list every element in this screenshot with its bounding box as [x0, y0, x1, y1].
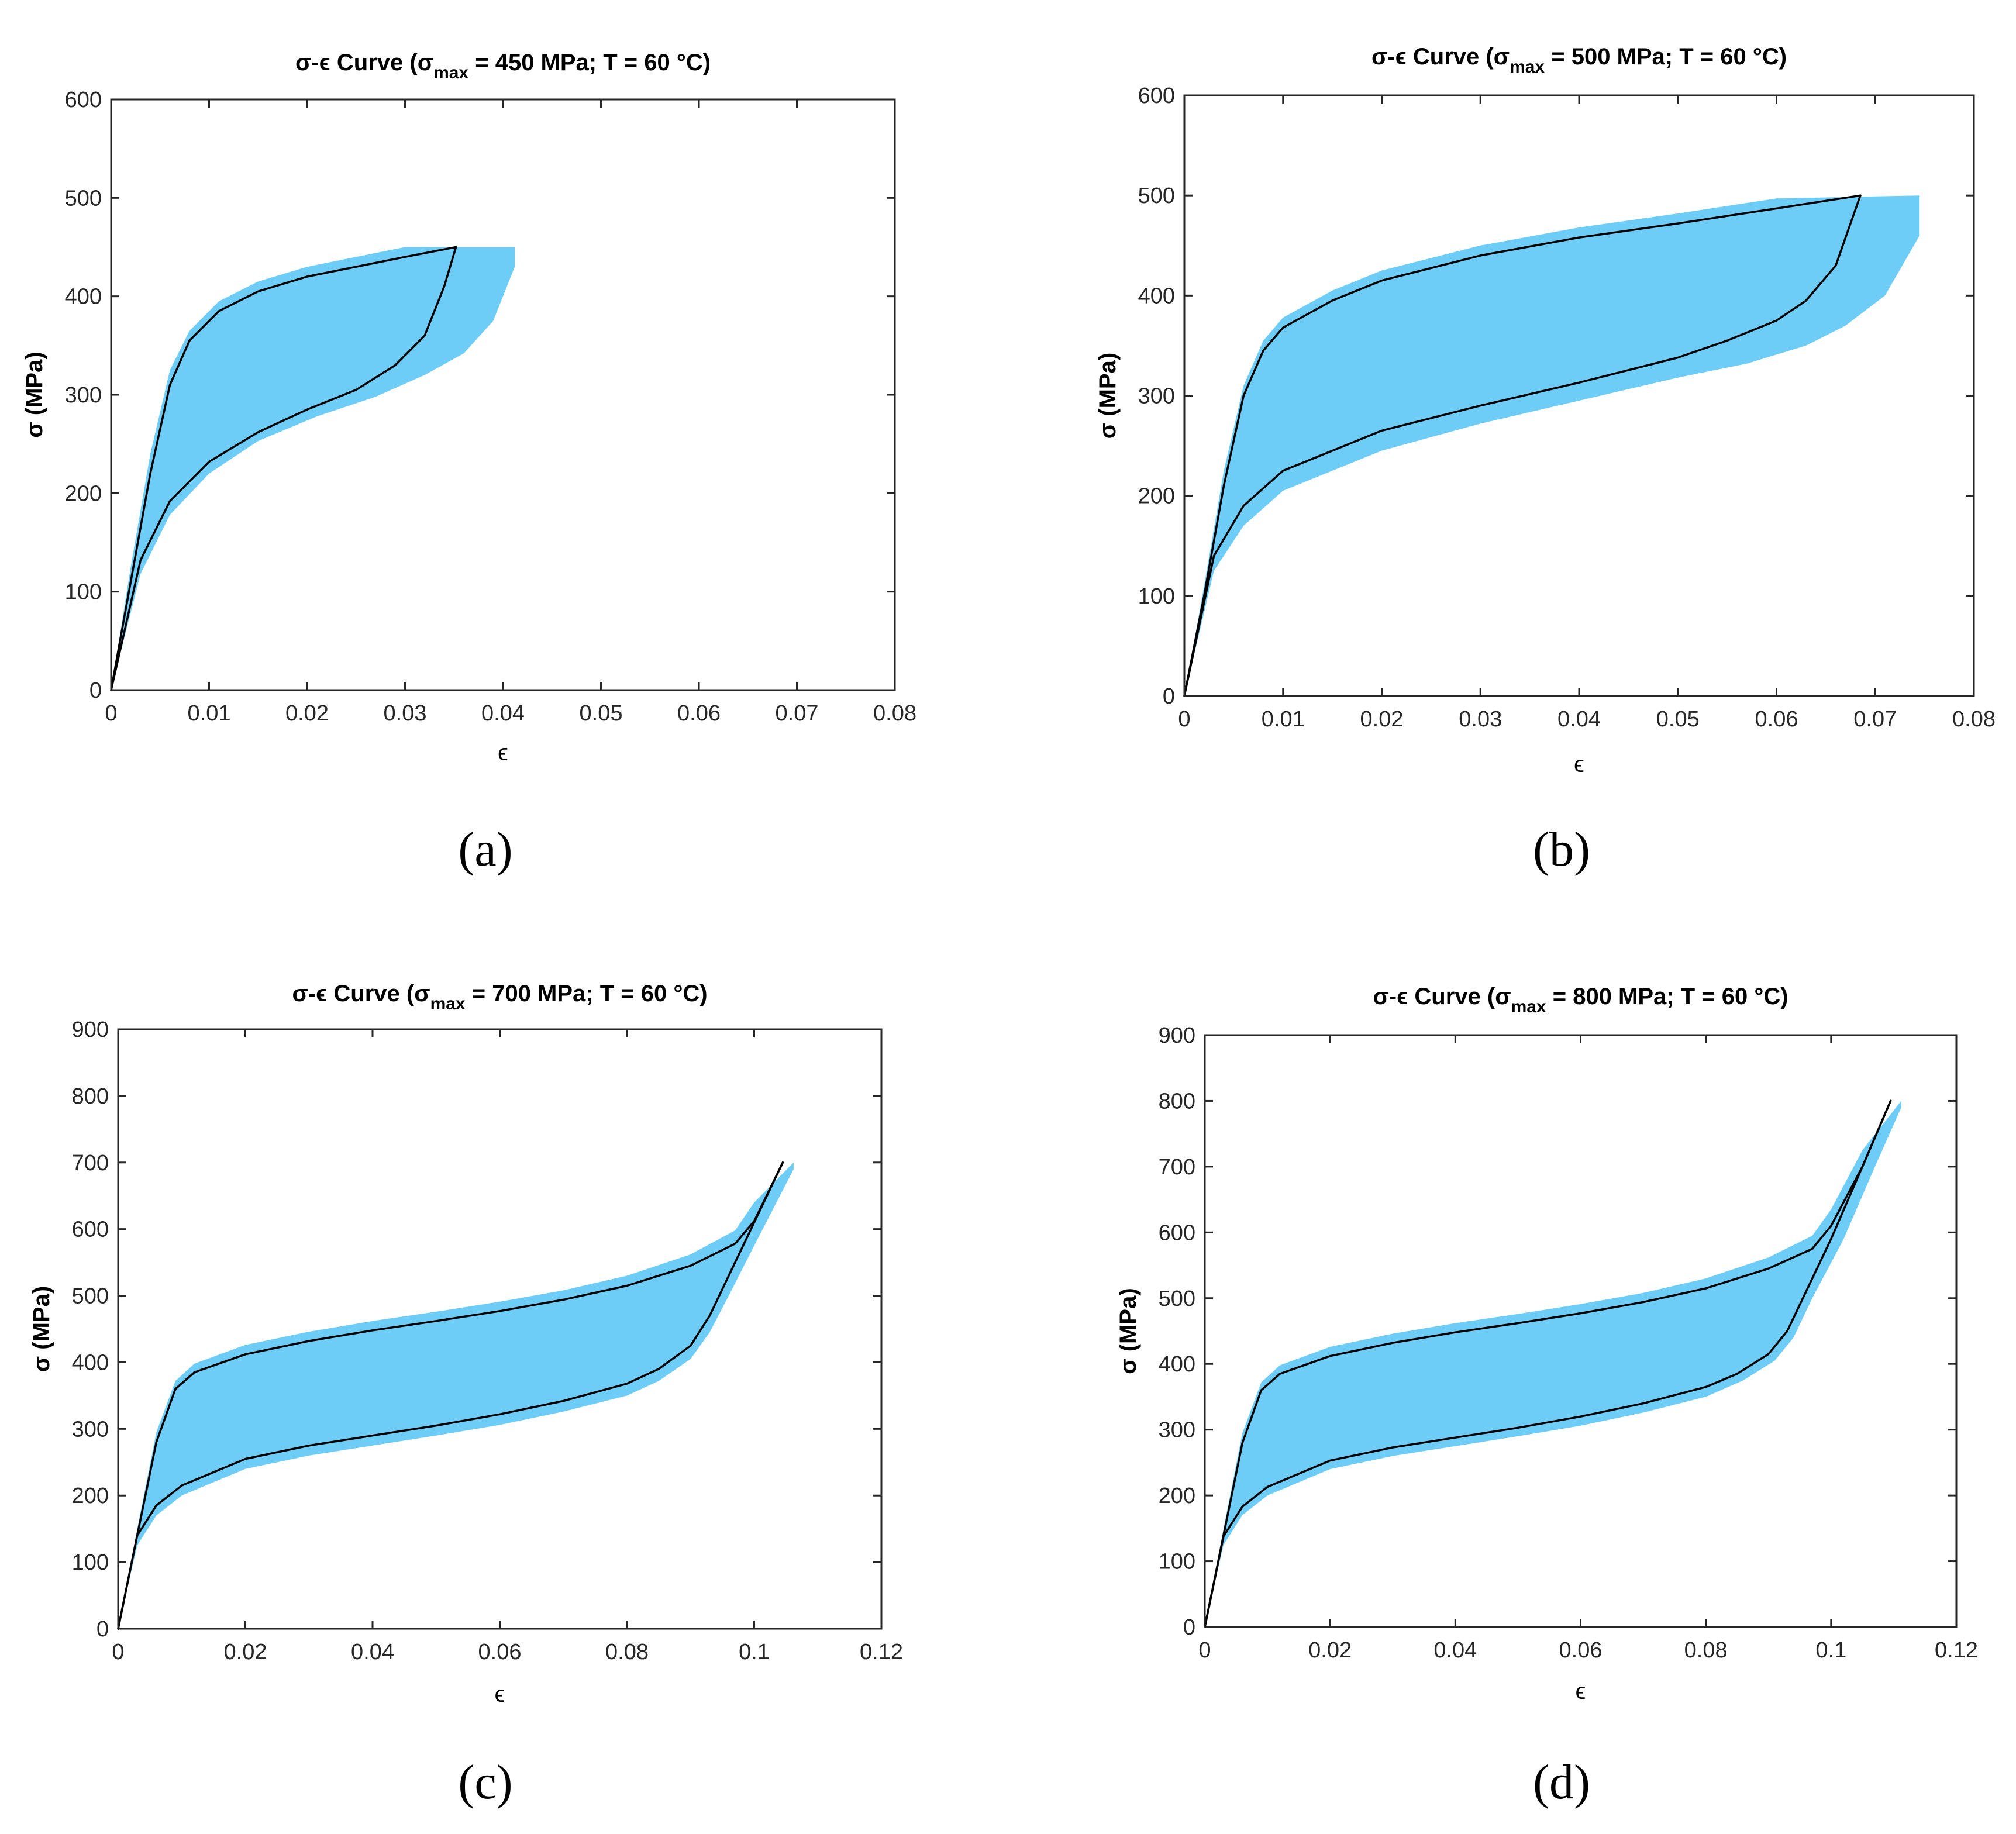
- panel-b-uncertainty-band: [1184, 195, 1920, 696]
- panel-b-x-axis-label: ϵ: [1574, 751, 1584, 777]
- panel-a-x-tick-label: 0.02: [285, 701, 329, 726]
- panel-d-x-axis-label: ϵ: [1576, 1678, 1586, 1704]
- panel-a-unloading-curve: [110, 246, 457, 691]
- panel-a-x-tick-label: 0.05: [580, 701, 623, 726]
- panel-c-x-tick-label: 0.02: [224, 1640, 267, 1664]
- panel-c-x-tick-label: 0.1: [739, 1640, 770, 1664]
- panel-c-y-tick-label: 200: [72, 1484, 109, 1508]
- panel-a-uncertainty-band: [111, 247, 515, 690]
- panel-a-x-tick-label: 0.08: [873, 701, 916, 726]
- panel-b-x-tick-label: 0.06: [1755, 707, 1798, 732]
- panel-b-x-tick-label: 0.07: [1853, 707, 1897, 732]
- panel-a-y-tick-label: 400: [65, 285, 102, 309]
- panel-a-y-tick-label: 200: [65, 481, 102, 506]
- panel-d-x-tick-label: 0.06: [1559, 1638, 1603, 1663]
- panel-b-y-tick-label: 600: [1138, 84, 1175, 108]
- panel-d-unloading-curve: [1204, 1099, 1892, 1628]
- panel-b-y-tick-label: 200: [1138, 484, 1175, 509]
- panel-a-loading-curve: [110, 246, 457, 691]
- panel-c-x-tick-label: 0.08: [605, 1640, 649, 1664]
- panel-d-y-tick-label: 700: [1159, 1155, 1195, 1180]
- panel-c-caption: (c): [458, 1755, 512, 1809]
- panel-b-y-tick-label: 100: [1138, 584, 1175, 609]
- panel-b-loading-curve: [1183, 194, 1862, 697]
- panel-c-y-axis-label: σ (MPa): [29, 1286, 54, 1372]
- panel-a-y-tick-label: 300: [65, 383, 102, 408]
- panel-d-y-tick-label: 800: [1159, 1089, 1195, 1114]
- panel-a-x-axis-label: ϵ: [498, 740, 508, 766]
- panel-b-x-tick-label: 0.03: [1459, 707, 1502, 732]
- panel-b-unloading-curve: [1183, 194, 1862, 697]
- panel-a-y-tick-label: 100: [65, 580, 102, 605]
- panel-d-x-tick-label: 0.02: [1308, 1638, 1352, 1663]
- panel-a-caption: (a): [458, 822, 512, 877]
- panel-d-x-tick-label: 0.08: [1684, 1638, 1728, 1663]
- panel-b-x-tick-label: 0.01: [1262, 707, 1305, 732]
- panel-a-x-tick-label: 0.01: [188, 701, 231, 726]
- panel-a-title: σ-ϵ Curve (σmax = 450 MPa; T = 60 °C): [295, 50, 711, 82]
- panel-d-y-tick-label: 900: [1159, 1023, 1195, 1048]
- panel-d-y-tick-label: 200: [1159, 1484, 1195, 1508]
- panel-a-y-tick-label: 500: [65, 186, 102, 211]
- panel-d-uncertainty-band: [1205, 1101, 1901, 1627]
- panel-c-y-tick-label: 600: [72, 1218, 109, 1242]
- panel-c-y-tick-label: 800: [72, 1084, 109, 1109]
- panel-b-y-tick-label: 0: [1163, 684, 1175, 709]
- panel-b-caption: (b): [1533, 822, 1590, 877]
- panel-d-caption: (d): [1533, 1755, 1590, 1809]
- panel-a-x-tick-label: 0.06: [677, 701, 721, 726]
- panel-c-y-tick-label: 500: [72, 1284, 109, 1309]
- panel-b-title: σ-ϵ Curve (σmax = 500 MPa; T = 60 °C): [1371, 44, 1787, 77]
- panel-c-y-tick-label: 900: [72, 1018, 109, 1042]
- panel-a-x-tick-label: 0.03: [384, 701, 427, 726]
- panel-d-loading-curve: [1204, 1099, 1892, 1628]
- panel-c-x-axis-label: ϵ: [495, 1681, 505, 1707]
- panel-c-y-tick-label: 100: [72, 1550, 109, 1575]
- panel-b-y-tick-label: 300: [1138, 384, 1175, 409]
- panel-b-x-tick-label: 0.08: [1952, 707, 1996, 732]
- panel-d-x-tick-label: 0: [1198, 1638, 1211, 1663]
- panel-b-x-tick-label: 0.05: [1656, 707, 1700, 732]
- panel-a-x-tick-label: 0.07: [776, 701, 819, 726]
- panel-d-y-tick-label: 600: [1159, 1221, 1195, 1245]
- panel-c-y-tick-label: 400: [72, 1350, 109, 1375]
- panel-b-y-tick-label: 400: [1138, 284, 1175, 308]
- panel-c-unloading-curve: [117, 1161, 784, 1630]
- panel-b-x-tick-label: 0.02: [1360, 707, 1404, 732]
- panel-d-title: σ-ϵ Curve (σmax = 800 MPa; T = 60 °C): [1373, 984, 1788, 1016]
- panel-d-x-tick-label: 0.1: [1815, 1638, 1846, 1663]
- panel-b-y-axis-label: σ (MPa): [1095, 353, 1121, 439]
- panel-d-y-tick-label: 0: [1183, 1615, 1195, 1640]
- panel-a-y-tick-label: 0: [89, 678, 102, 703]
- panel-c-y-tick-label: 700: [72, 1151, 109, 1175]
- panel-d-x-tick-label: 0.12: [1935, 1638, 1978, 1663]
- panel-a-y-axis-label: σ (MPa): [22, 351, 47, 437]
- panel-d-y-tick-label: 500: [1159, 1287, 1195, 1311]
- panel-c-y-tick-label: 0: [97, 1617, 109, 1642]
- panel-d-y-tick-label: 100: [1159, 1550, 1195, 1574]
- panel-c-uncertainty-band: [118, 1162, 794, 1629]
- panel-c-loading-curve: [117, 1161, 784, 1630]
- panel-b-y-tick-label: 500: [1138, 184, 1175, 208]
- panel-d-y-tick-label: 400: [1159, 1352, 1195, 1377]
- panel-c-title: σ-ϵ Curve (σmax = 700 MPa; T = 60 °C): [292, 981, 707, 1013]
- panel-c-x-tick-label: 0: [112, 1640, 124, 1664]
- panel-c-y-tick-label: 300: [72, 1417, 109, 1442]
- panel-c-x-tick-label: 0.12: [860, 1640, 903, 1664]
- panel-c-x-tick-label: 0.04: [351, 1640, 394, 1664]
- panel-b-x-tick-label: 0: [1178, 707, 1190, 732]
- panel-a-x-tick-label: 0.04: [481, 701, 525, 726]
- panel-a-y-tick-label: 600: [65, 88, 102, 112]
- panel-d-x-tick-label: 0.04: [1433, 1638, 1477, 1663]
- panel-c-x-tick-label: 0.06: [478, 1640, 522, 1664]
- panel-d-y-axis-label: σ (MPa): [1115, 1288, 1141, 1374]
- panel-b-x-tick-label: 0.04: [1557, 707, 1601, 732]
- panel-d-y-tick-label: 300: [1159, 1418, 1195, 1443]
- panel-a-x-tick-label: 0: [105, 701, 117, 726]
